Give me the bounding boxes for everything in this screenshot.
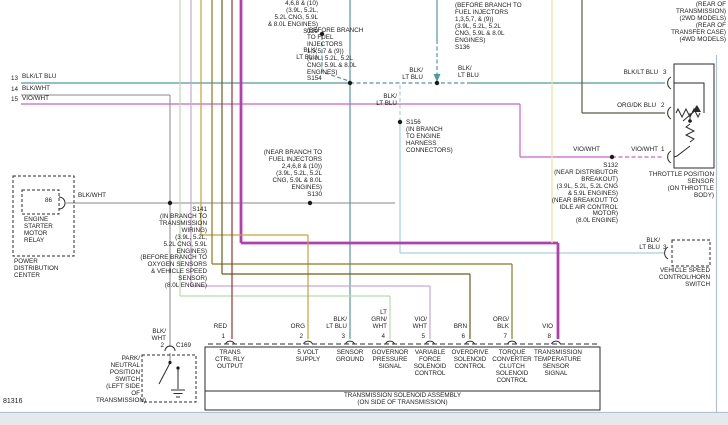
sol-pin3-function: SENSOR GROUND xyxy=(336,349,364,363)
page-frame xyxy=(0,55,728,414)
sol-pin6-number: 6 xyxy=(461,333,465,340)
tps-pin1-number: 1 xyxy=(661,146,665,153)
relay-pin-number: 86 xyxy=(44,197,52,204)
splice-s156-label: S156 (IN BRANCH TO ENGINE HARNESS CONNEC… xyxy=(406,119,453,154)
sol-pin7-function: TORQUE CONVERTER CLUTCH SOLENOID CONTROL xyxy=(492,349,532,384)
tps-wiper-arrowhead xyxy=(692,105,701,112)
circuit-15-number: 15 xyxy=(10,96,18,103)
sol-pin8-function: TRANSMISSION TEMPERATURE SENSOR SIGNAL xyxy=(534,349,582,377)
sol-pin3-number: 3 xyxy=(341,333,345,340)
vss-name-label: VEHICLE SPEED CONTROL/HORN SWITCH xyxy=(658,267,710,288)
circuit-14-wire-label: BLK/WHT xyxy=(22,85,50,92)
wire-org-dk-blu xyxy=(581,0,665,114)
pdc-label: POWER DISTRIBUTION CENTER xyxy=(14,258,59,279)
circuit-13-wire-label: BLK/LT BLU xyxy=(22,73,57,80)
tps-name-label: THROTTLE POSITION SENSOR (ON THROTTLE BO… xyxy=(648,171,714,199)
sol-pin5-function: VARIABLE FORCE SOLENOID CONTROL xyxy=(413,349,447,377)
sol-pin4-number: 4 xyxy=(381,333,385,340)
s129-wire-label: BLK/ LT BLU xyxy=(296,47,317,61)
pnp-wire-label: BLK/ WHT xyxy=(151,328,166,342)
sol-pin7-wire-label: ORG/ BLK xyxy=(492,316,509,330)
sol-pin8-wire-label: VIO xyxy=(542,323,553,330)
sol-pin2-number: 2 xyxy=(299,333,303,340)
circuit-13-number: 13 xyxy=(10,75,18,82)
sol-pin1-wire-label: RED xyxy=(213,323,227,330)
tps-pin1-wire-label: VIO/WHT xyxy=(631,146,658,153)
sol-pin8-number: 8 xyxy=(547,333,551,340)
splice-s141-label: S141 (IN BRANCH TO TRANSMISSION WIRING) … xyxy=(140,206,207,290)
splice-dots xyxy=(167,31,692,370)
component-outlines xyxy=(12,63,715,411)
sol-pin1-number: 1 xyxy=(221,333,225,340)
pnp-connector-label: C169 xyxy=(176,342,192,349)
tps-pin3-wire-label: BLK/LT BLU xyxy=(623,69,658,76)
wire-vio-wht xyxy=(21,103,664,158)
wire-vio xyxy=(239,0,560,339)
wire-lt-grn-wht xyxy=(179,0,391,339)
relay-wire-label: BLK/WHT xyxy=(78,192,106,199)
sol-pin1-function: TRANS CTRL RLY OUTPUT xyxy=(215,349,245,370)
sol-pin5-number: 5 xyxy=(421,333,425,340)
mid-wire-label-1: BLK/ LT BLU xyxy=(402,67,423,81)
sol-pin5-wire-label: VIO/ WHT xyxy=(412,316,427,330)
mid-wire-label-2: BLK/ LT BLU xyxy=(458,65,479,79)
sol-pin4-wire-label: LT GRN/ WHT xyxy=(371,309,387,330)
sol-pin6-function: OVERDRIVE SOLENOID CONTROL xyxy=(451,349,489,370)
diagram-part-number: 81316 xyxy=(3,398,23,405)
splice-s154-label: (BEFORE BRANCH TO FUEL INJECTORS 1,3,5,7… xyxy=(307,27,364,83)
sol-pin6-wire-label: BRN xyxy=(453,323,467,330)
s156-wire-label: BLK/ LT BLU xyxy=(376,93,397,107)
destination-rear-label: (REAR OF TRANSMISSION) (2WD MODELS) (REA… xyxy=(671,1,726,43)
wire-vio-wht-pin5 xyxy=(190,0,431,339)
pnp-pin-number: 2 xyxy=(160,342,164,349)
s132-wire-label: VIO/WHT xyxy=(573,146,600,153)
s136-arrowhead xyxy=(433,74,441,82)
tps-pin2-wire-label: ORG/DK BLU xyxy=(617,102,656,109)
sol-pin2-function: 5 VOLT SUPPLY xyxy=(295,349,321,363)
wire-blk-wht xyxy=(21,94,395,362)
splice-s132-label: S132 (NEAR DISTRIBUTOR BREAKOUT) (3.9L, … xyxy=(551,162,618,225)
solenoid-assembly-title: TRANSMISSION SOLENOID ASSEMBLY (ON SIDE … xyxy=(343,392,462,406)
wire-blk-lt-blu-branch xyxy=(399,85,664,254)
splice-s130-label: (NEAR BRANCH TO FUEL INJECTORS 2,4,6,8 &… xyxy=(263,149,322,198)
sol-pin4-function: GOVERNOR PRESSURE SIGNAL xyxy=(371,349,409,370)
sol-pin7-number: 7 xyxy=(503,333,507,340)
tps-pin2-number: 2 xyxy=(661,102,665,109)
wire-org xyxy=(200,0,309,339)
vss-wire-label: BLK/ LT BLU xyxy=(639,237,660,251)
circuit-14-number: 14 xyxy=(10,86,18,93)
tps-pin3-number: 3 xyxy=(663,69,667,76)
wire-org-blk xyxy=(211,0,513,339)
pnp-name-label: PARK/ NEUTRAL POSITION SWITCH (LEFT SIDE… xyxy=(96,355,147,404)
vss-pin-number: 3 xyxy=(663,244,667,251)
splice-s136-label: (BEFORE BRANCH TO FUEL INJECTORS 1,3,5,7… xyxy=(455,2,522,51)
sol-pin3-wire-label: BLK/ LT BLU xyxy=(326,316,347,330)
circuit-15-wire-label: VIO/WHT xyxy=(22,95,49,102)
relay-name-label: ENGINE STARTER MOTOR RELAY xyxy=(24,216,53,244)
sol-pin2-wire-label: ORG xyxy=(290,323,305,330)
wire-brn xyxy=(221,0,471,339)
bottom-scan-band xyxy=(0,413,728,425)
splice-s129-label: 4,6,8 & (10) (3.9L, 5.2L, 5.2L CNG, 5.9L… xyxy=(267,0,318,35)
